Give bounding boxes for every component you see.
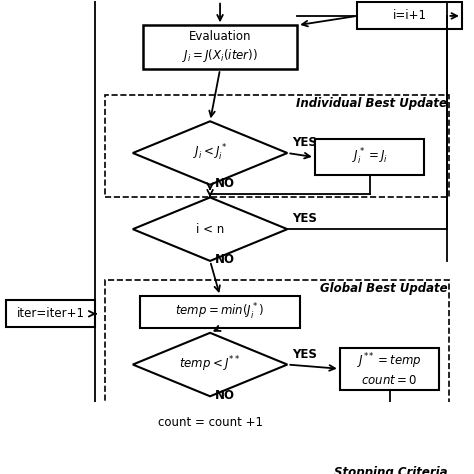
Text: YES: YES xyxy=(292,212,317,226)
Text: Individual Best Update: Individual Best Update xyxy=(296,97,447,110)
Polygon shape xyxy=(133,198,287,261)
Text: Global Best Update: Global Best Update xyxy=(320,282,447,295)
Text: iter=iter+1: iter=iter+1 xyxy=(17,307,84,320)
Text: YES: YES xyxy=(292,348,317,361)
Text: NO: NO xyxy=(215,177,235,190)
Text: i=i+1: i=i+1 xyxy=(392,9,427,22)
FancyBboxPatch shape xyxy=(357,2,462,29)
FancyBboxPatch shape xyxy=(315,139,424,175)
Text: $J_i < J^*_i$: $J_i < J^*_i$ xyxy=(193,143,227,163)
Text: YES: YES xyxy=(292,136,317,149)
Polygon shape xyxy=(133,333,287,396)
Text: NO: NO xyxy=(215,389,235,402)
Text: Evaluation
$J_i = J(X_i(iter))$: Evaluation $J_i = J(X_i(iter))$ xyxy=(182,30,258,64)
Text: $temp = min(J^*_i)$: $temp = min(J^*_i)$ xyxy=(175,302,265,322)
FancyBboxPatch shape xyxy=(6,300,95,328)
FancyBboxPatch shape xyxy=(140,296,300,328)
Text: i < n: i < n xyxy=(196,223,224,236)
FancyBboxPatch shape xyxy=(130,406,290,438)
Text: Stopping Criteria: Stopping Criteria xyxy=(334,466,447,474)
Text: $J^*_i = J_i$: $J^*_i = J_i$ xyxy=(352,147,388,167)
Text: NO: NO xyxy=(215,254,235,266)
Polygon shape xyxy=(133,121,287,185)
FancyBboxPatch shape xyxy=(143,25,297,69)
Text: count = count +1: count = count +1 xyxy=(157,416,263,428)
FancyBboxPatch shape xyxy=(340,347,439,390)
Text: $J^{**} = temp$
$count = 0$: $J^{**} = temp$ $count = 0$ xyxy=(357,351,422,387)
Text: $temp < J^{**}$: $temp < J^{**}$ xyxy=(180,355,241,374)
